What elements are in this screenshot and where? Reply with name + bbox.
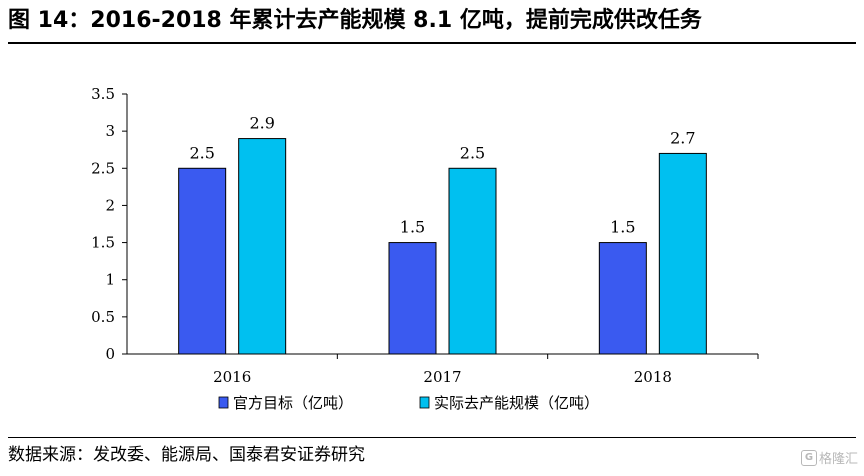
bar-value-label: 2.9 — [249, 114, 274, 133]
footer-divider — [8, 437, 856, 438]
x-tick-label: 2016 — [213, 368, 251, 386]
bar — [598, 242, 647, 355]
figure-title: 图 14：2016-2018 年累计去产能规模 8.1 亿吨，提前完成供改任务 — [8, 8, 702, 33]
y-tick-label: 3.5 — [91, 85, 115, 103]
data-labels: 2.5 1.5 1.5 2.9 2.5 2.7 — [189, 114, 695, 237]
bar-value-label: 2.5 — [189, 143, 214, 162]
bar-value-label: 2.5 — [460, 143, 485, 162]
x-tick-label: 2018 — [634, 368, 672, 386]
legend-swatch — [419, 396, 430, 409]
bar — [238, 138, 287, 355]
bars — [178, 138, 707, 355]
y-tick-label: 3 — [105, 122, 115, 140]
y-tick-label: 2 — [105, 196, 115, 214]
legend-label: 官方目标（亿吨） — [233, 394, 353, 412]
bar — [178, 167, 227, 355]
y-tick-label: 1 — [105, 271, 115, 289]
x-axis: 2016 2017 2018 — [127, 353, 759, 386]
bar — [448, 167, 497, 355]
y-tick-label: 0 — [105, 345, 115, 363]
watermark: G 格隆汇 — [800, 448, 858, 467]
bar-value-label: 2.7 — [670, 128, 695, 147]
bar — [658, 152, 707, 355]
bar — [388, 242, 437, 355]
y-tick-label: 0.5 — [91, 308, 115, 326]
y-tick-label: 2.5 — [91, 159, 115, 177]
bar-chart: 00.511.522.533.5 2016 2017 2018 2.51.5 1.52… — [91, 85, 759, 412]
legend-label: 实际去产能规模（亿吨） — [434, 394, 599, 412]
y-tick-label: 1.5 — [91, 234, 115, 252]
bar-value-label: 1.5 — [610, 218, 635, 237]
y-axis: 0 0.5 1 1.5 2 2.5 3 3.5 — [91, 85, 128, 363]
source-note: 数据来源：发改委、能源局、国泰君安证券研究 — [8, 445, 365, 465]
watermark-logo-icon: G — [800, 449, 817, 466]
watermark-text: 格隆汇 — [818, 452, 858, 467]
bar-value-label: 1.5 — [400, 218, 425, 237]
legend: 官方目标（亿吨） 实际去产能规模（亿吨） — [218, 394, 599, 412]
x-tick-label: 2017 — [423, 368, 461, 386]
legend-swatch — [218, 396, 229, 409]
title-divider — [8, 42, 856, 44]
